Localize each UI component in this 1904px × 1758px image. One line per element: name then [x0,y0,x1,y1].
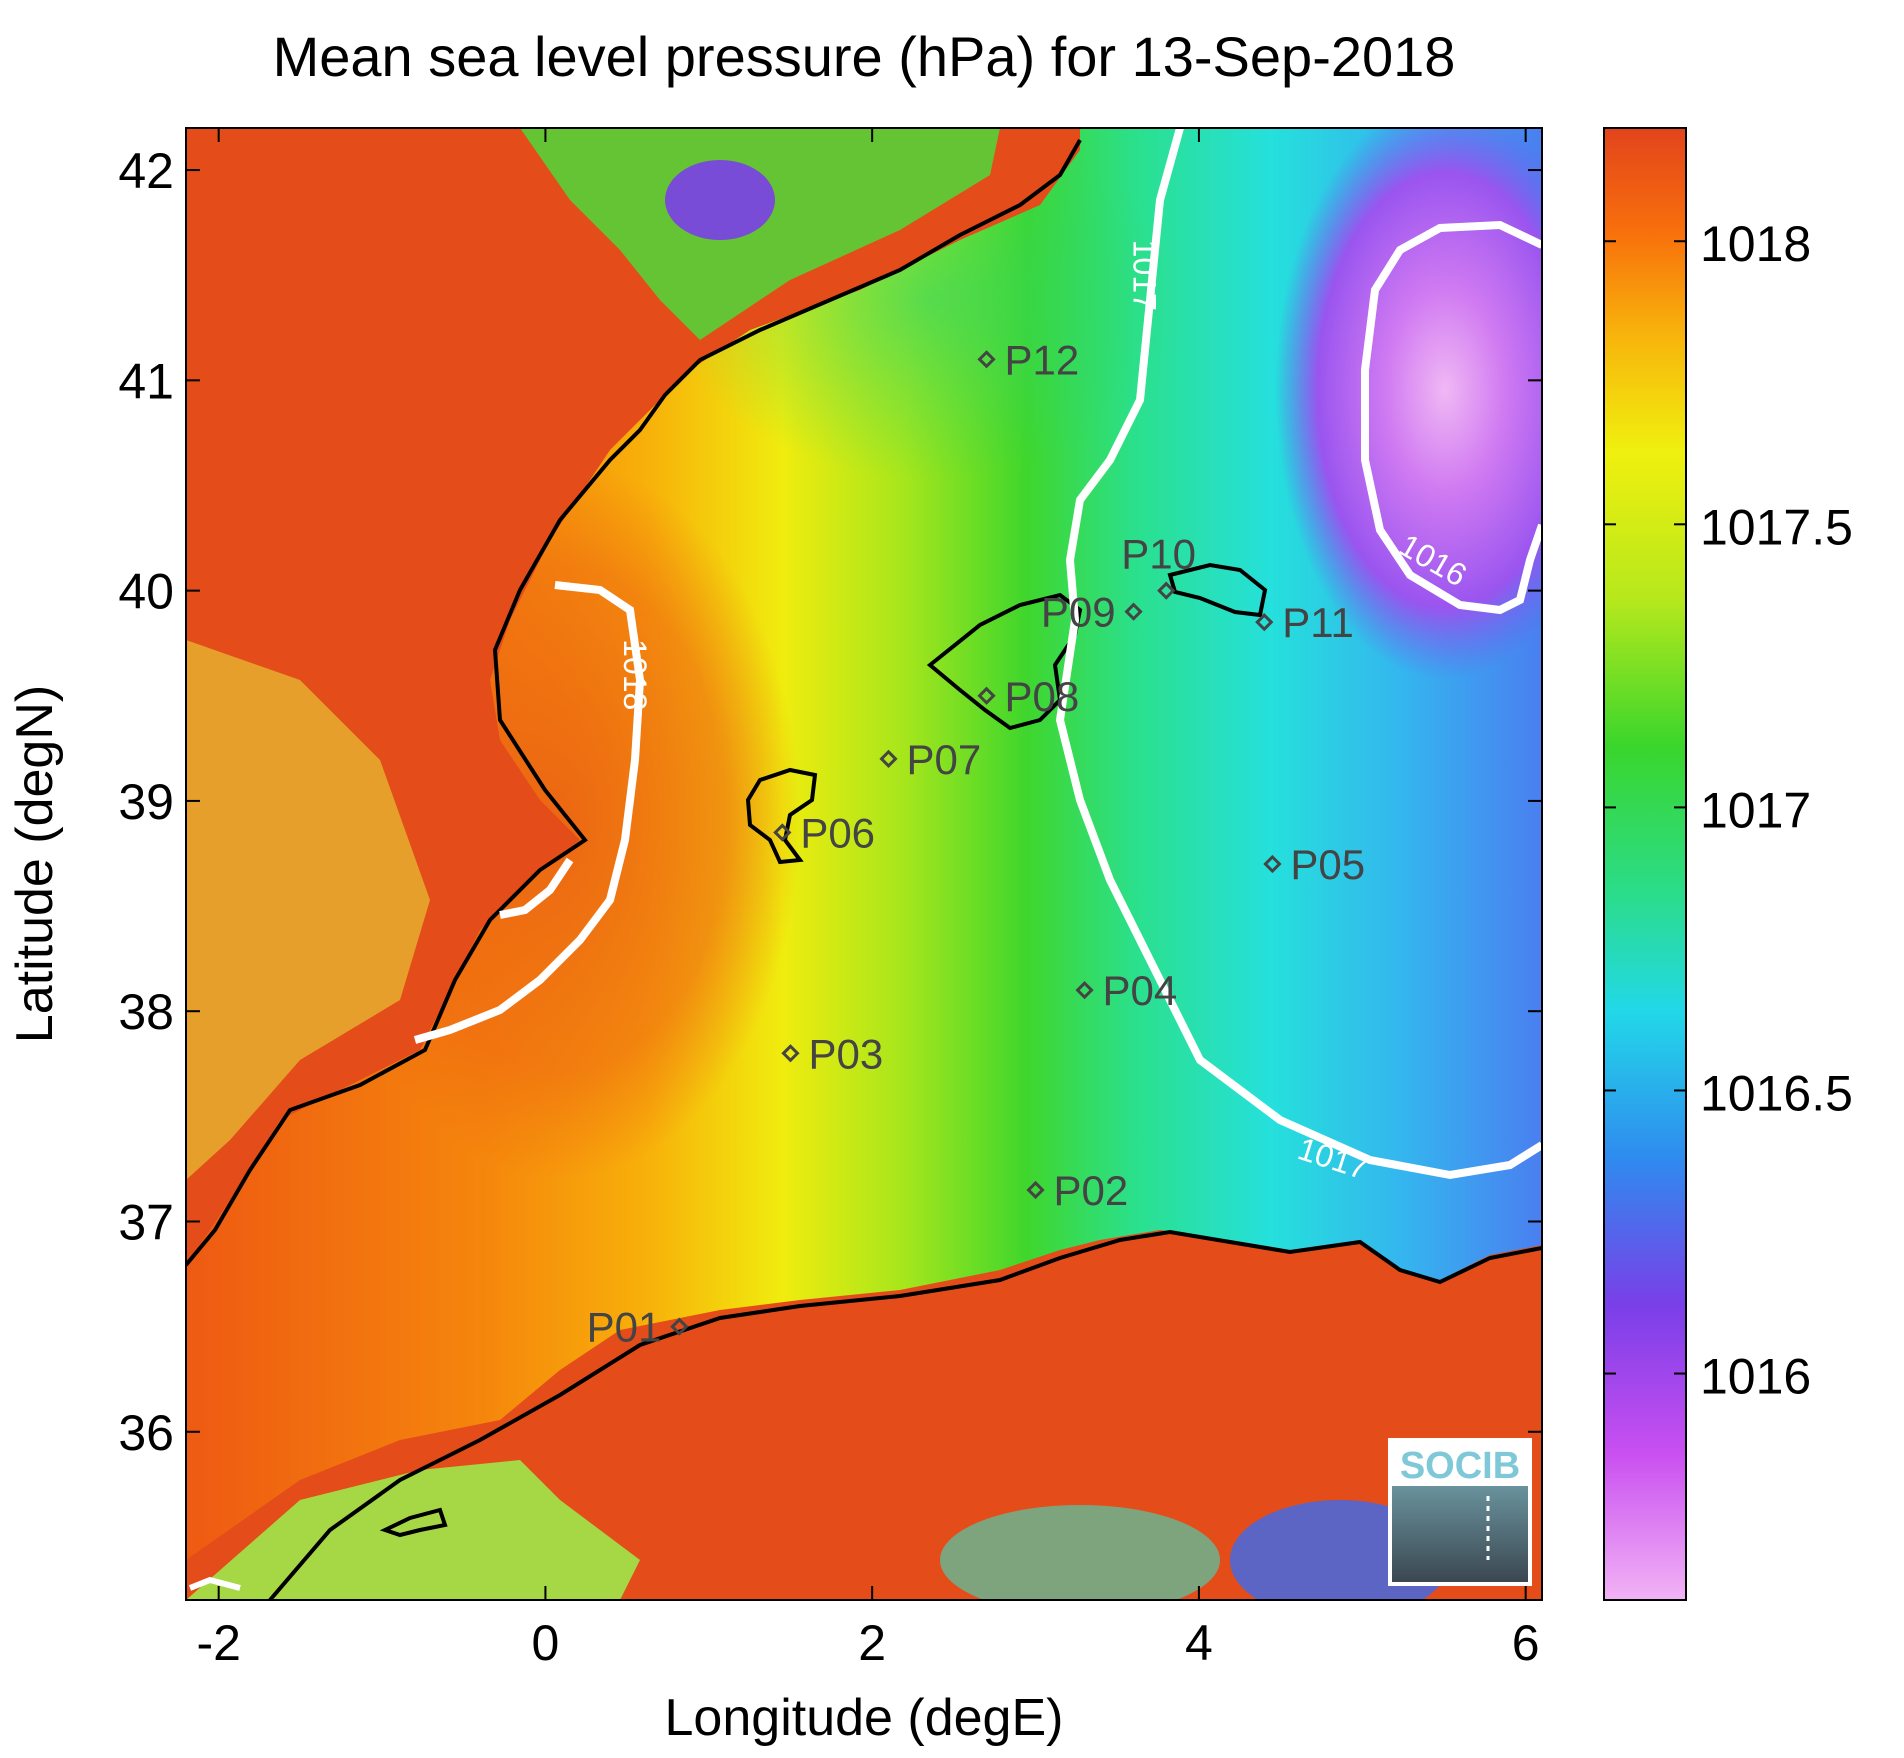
station-marker [1263,854,1282,874]
station-label: P03 [808,1030,883,1077]
isobar-1018 [413,581,645,1044]
colorbar-tick-label: 1017 [1700,782,1811,838]
y-tick-label: 37 [118,1194,174,1250]
station-marker [670,1317,689,1336]
station-marker [1075,981,1094,1000]
colorbar-tick-label: 1017.5 [1700,499,1853,555]
station-p05: P05 [1263,841,1365,888]
socib-logo: SOCIB [1388,1438,1532,1586]
station-label: P06 [800,809,875,856]
station-p12: P12 [977,336,1080,383]
isobar-1017 [1055,128,1542,1180]
station-marker [781,1044,800,1063]
station-marker [773,823,792,842]
colorbar-tick-label: 1018 [1700,216,1811,272]
island-menorca [1167,562,1268,618]
y-axis: 36 37 38 39 40 41 42 [118,143,1542,1461]
station-p09: P09 [1041,589,1143,636]
colorbar-tick-label: 1016 [1700,1349,1811,1405]
y-tick-label: 38 [118,984,174,1040]
station-label: P12 [1005,336,1080,383]
logo-text: SOCIB [1400,1445,1520,1487]
station-label: P05 [1290,841,1365,888]
x-tick-label: 2 [858,1615,886,1671]
isobar-1018-small [499,857,574,919]
isobar-1016 [1361,220,1542,615]
land-iberia-variation-yellow [186,640,430,1180]
colorbar-tick-label: 1016.5 [1700,1065,1853,1121]
contour-label: 1018 [617,639,653,710]
station-marker [1157,581,1176,600]
station-marker [1124,602,1143,621]
station-p04: P04 [1075,967,1178,1014]
station-p08: P08 [977,673,1080,720]
station-p06: P06 [773,809,875,856]
y-tick-label: 42 [118,143,174,199]
station-p03: P03 [781,1030,883,1077]
station-p02: P02 [1026,1167,1129,1214]
low-pressure-center [1275,128,1542,680]
island-alboran [379,1507,448,1538]
station-p01: P01 [587,1304,689,1351]
station-label: P09 [1041,589,1116,636]
station-label: P07 [907,736,982,783]
isobar-fragment-southwest [188,1576,241,1591]
y-axis-label: Latitude (degN) [6,685,64,1043]
y-tick-label: 40 [118,564,174,620]
land-iberia-variation-green [520,128,1000,340]
colorbar-bar [1603,127,1687,1601]
x-tick-label: 0 [532,1615,560,1671]
station-p07: P07 [879,736,982,783]
x-tick-label: 4 [1185,1615,1213,1671]
map-frame [185,127,1543,1601]
coastline-iberia [186,139,1082,1267]
y-tick-label: 41 [118,353,174,409]
colorbar: 1016 1016.5 1017 1017.5 1018 [1603,127,1853,1601]
station-label: P02 [1054,1167,1129,1214]
x-tick-label: -2 [196,1615,240,1671]
station-marker [977,686,996,705]
station-label: P04 [1103,967,1178,1014]
station-label: P11 [1282,599,1354,646]
x-axis-label: Longitude (degE) [665,1689,1064,1747]
coastline-north-africa [268,1229,1542,1600]
station-marker [977,350,996,369]
station-marker [1255,613,1274,632]
station-p11: P11 [1255,599,1354,646]
station-label: P10 [1121,531,1196,578]
station-p10: P10 [1121,531,1196,600]
y-tick-label: 36 [118,1405,174,1461]
x-axis: -2 0 2 4 6 [196,128,1540,1671]
island-mallorca [926,592,1083,731]
station-label: P01 [587,1304,662,1351]
land-iberia [186,128,1080,1265]
station-marker [879,749,898,768]
y-tick-label: 39 [118,774,174,830]
chart-title: Mean sea level pressure (hPa) for 13-Sep… [273,25,1456,88]
island-ibiza [745,767,818,865]
station-marker [1026,1180,1045,1200]
land-africa-variation-cyan [940,1505,1220,1600]
station-label: P08 [1005,673,1080,720]
colorbar-ticks: 1016 1016.5 1017 1017.5 1018 [1604,216,1853,1405]
x-tick-label: 6 [1512,1615,1540,1671]
land-iberia-variation-blue [665,160,775,240]
logo-header [1392,1442,1528,1486]
contour-label: 1017 [1127,240,1163,311]
